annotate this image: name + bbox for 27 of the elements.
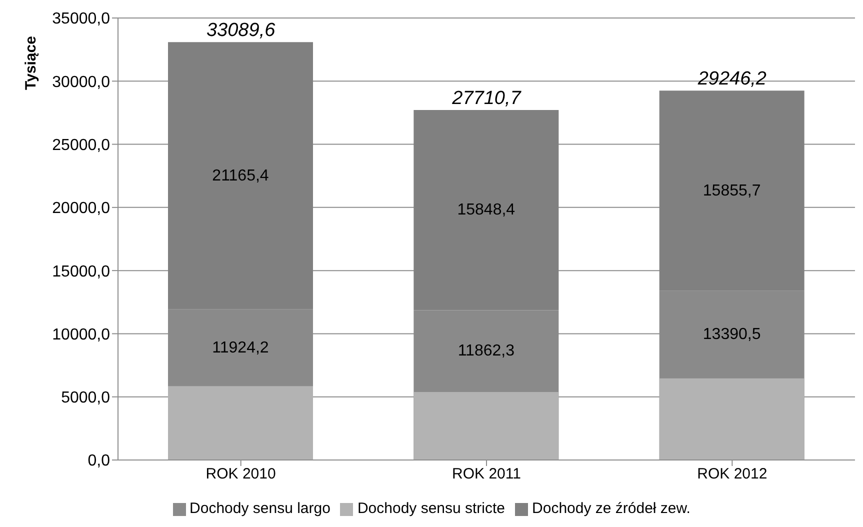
data-label: 13390,5 [702, 326, 761, 344]
data-label: 21165,4 [212, 167, 269, 184]
legend-label: Dochody sensu stricte [357, 500, 506, 517]
legend-label: Dochody ze źródeł zew. [532, 500, 690, 517]
y-tick-label: 20000,0 [52, 200, 110, 218]
x-tick-label: ROK 2011 [452, 466, 521, 483]
y-axis-title: Tysiące [22, 36, 40, 90]
data-label: 15848,4 [457, 202, 516, 219]
y-tick-label: 25000,0 [52, 136, 110, 154]
data-label: 11924,2 [212, 339, 269, 356]
legend-label: Dochody sensu largo [190, 500, 330, 517]
data-label: 15855,7 [702, 182, 761, 200]
annotation: 33089,6 [206, 20, 276, 42]
y-tick-label: 15000,0 [52, 263, 110, 280]
x-tick-label: ROK 2012 [697, 466, 768, 483]
y-tick-label: 35000,0 [52, 10, 110, 28]
annotation: 29246,2 [696, 68, 767, 90]
bar [414, 392, 559, 460]
annotation: 27710,7 [451, 88, 522, 110]
x-tick-label: ROK 2010 [206, 466, 276, 483]
bar [168, 386, 313, 460]
y-tick-label: 0,0 [88, 452, 110, 470]
data-label: 11862,3 [458, 342, 515, 360]
y-tick-label: 5000,0 [61, 390, 110, 407]
y-tick-label: 10000,0 [52, 326, 110, 344]
y-tick-label: 30000,0 [52, 74, 110, 91]
bar [659, 378, 804, 460]
